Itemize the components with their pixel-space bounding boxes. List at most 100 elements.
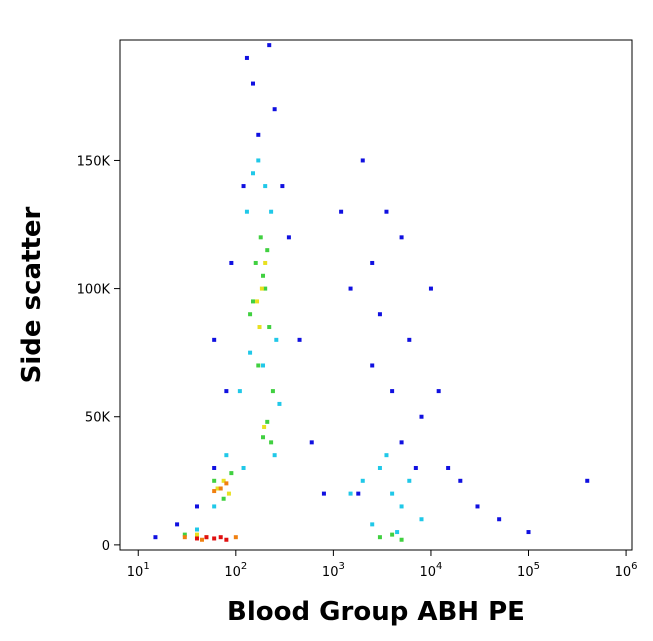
point xyxy=(399,235,404,240)
point xyxy=(212,536,217,541)
point xyxy=(269,209,274,214)
point xyxy=(261,273,266,278)
point xyxy=(377,535,382,540)
point xyxy=(269,440,274,445)
point xyxy=(261,435,266,440)
point xyxy=(212,465,217,470)
point xyxy=(241,465,246,470)
point xyxy=(258,235,263,240)
point xyxy=(428,286,433,291)
point xyxy=(153,535,158,540)
point xyxy=(224,481,229,486)
point xyxy=(250,81,255,86)
point xyxy=(458,478,463,483)
point xyxy=(204,535,209,540)
point xyxy=(250,171,255,176)
plot-frame xyxy=(119,39,633,551)
point xyxy=(265,248,270,253)
point xyxy=(256,132,261,137)
point xyxy=(265,419,270,424)
y-tick-label: 50K xyxy=(85,411,111,426)
point xyxy=(175,522,180,527)
x-tick-base: 10 xyxy=(419,565,436,580)
point xyxy=(274,337,279,342)
point xyxy=(255,299,260,304)
point xyxy=(194,527,199,532)
point xyxy=(497,517,502,522)
point xyxy=(182,532,187,537)
point xyxy=(286,235,291,240)
point xyxy=(226,491,231,496)
point xyxy=(259,286,264,291)
point xyxy=(224,453,229,458)
x-tick-label: 106 xyxy=(615,561,638,580)
point xyxy=(221,478,226,483)
point xyxy=(475,504,480,509)
point xyxy=(194,532,199,537)
point xyxy=(229,260,234,265)
point xyxy=(199,537,204,542)
point xyxy=(263,260,268,265)
point xyxy=(321,491,326,496)
x-tick-base: 10 xyxy=(517,565,534,580)
point xyxy=(244,55,249,60)
point xyxy=(297,337,302,342)
x-tick-base: 10 xyxy=(322,565,339,580)
point xyxy=(399,504,404,509)
x-tick-exponent: 3 xyxy=(338,561,344,572)
point xyxy=(272,107,277,112)
x-tick-label: 104 xyxy=(419,561,442,580)
x-axis-title: Blood Group ABH PE xyxy=(227,597,525,627)
point xyxy=(280,184,285,189)
point xyxy=(257,325,262,330)
y-tick-label: 150K xyxy=(77,154,111,169)
point xyxy=(194,536,199,541)
y-tick-label: 0 xyxy=(102,539,110,554)
x-tick-exponent: 2 xyxy=(241,561,247,572)
point xyxy=(360,478,365,483)
point xyxy=(413,465,418,470)
point xyxy=(244,209,249,214)
x-tick-exponent: 5 xyxy=(534,561,540,572)
point xyxy=(267,43,272,48)
point xyxy=(212,504,217,509)
point xyxy=(384,209,389,214)
point xyxy=(377,312,382,317)
point xyxy=(224,537,229,542)
point xyxy=(256,158,261,163)
point xyxy=(221,496,226,501)
x-tick-exponent: 1 xyxy=(143,561,149,572)
point xyxy=(229,471,234,476)
point xyxy=(395,530,400,535)
x-tick-label: 103 xyxy=(322,561,345,580)
point xyxy=(233,535,238,540)
point xyxy=(212,337,217,342)
point xyxy=(419,517,424,522)
point xyxy=(526,530,531,535)
x-tick-exponent: 4 xyxy=(436,561,442,572)
point xyxy=(237,389,242,394)
point xyxy=(250,299,255,304)
point xyxy=(212,489,217,494)
point xyxy=(348,286,353,291)
y-tick-label: 100K xyxy=(77,283,111,298)
point xyxy=(446,465,451,470)
point xyxy=(585,478,590,483)
point xyxy=(263,184,268,189)
x-tick-base: 10 xyxy=(615,565,632,580)
point xyxy=(309,440,314,445)
point xyxy=(436,389,441,394)
x-tick-label: 105 xyxy=(517,561,540,580)
x-tick-base: 10 xyxy=(224,565,241,580)
x-tick-base: 10 xyxy=(127,565,144,580)
point xyxy=(399,440,404,445)
point xyxy=(370,260,375,265)
point xyxy=(419,414,424,419)
point xyxy=(370,363,375,368)
point xyxy=(218,486,223,491)
point xyxy=(270,389,275,394)
point xyxy=(182,535,187,540)
point xyxy=(212,478,217,483)
point xyxy=(277,401,282,406)
point xyxy=(218,535,223,540)
